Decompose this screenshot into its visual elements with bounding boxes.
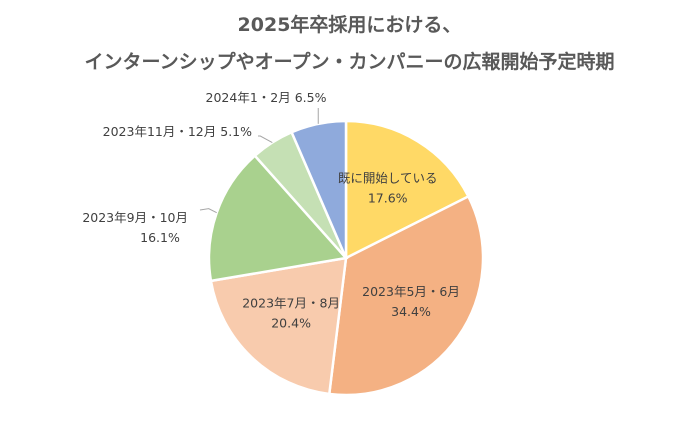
- slice-value-1: 34.4%: [391, 304, 431, 319]
- chart-title-line-2: インターンシップやオープン・カンパニーの広報開始予定時期: [84, 51, 615, 73]
- slice-value-2: 20.4%: [271, 316, 311, 331]
- slice-label-3: 2023年9月・10月: [82, 210, 188, 225]
- pie-slice-5: [289, 119, 348, 259]
- slice-value-0: 17.6%: [368, 190, 408, 205]
- leader-line-3: [199, 208, 217, 214]
- pie-slice-1: [327, 194, 485, 397]
- slice-label-5: 2024年1・2月 6.5%: [206, 90, 327, 105]
- pie-slice-0: [344, 119, 471, 261]
- slice-label-1: 2023年5月・6月: [362, 284, 460, 299]
- leader-line-4: [258, 135, 273, 143]
- pie-slice-2: [209, 256, 348, 396]
- slice-label-0: 既に開始している: [338, 170, 438, 185]
- slice-label-4: 2023年11月・12月 5.1%: [103, 124, 252, 139]
- pie-slice-3: [207, 153, 349, 283]
- slice-value-3: 16.1%: [140, 230, 180, 245]
- slice-label-2: 2023年7月・8月: [242, 296, 340, 311]
- chart-title-line-1: 2025年卒採用における、: [237, 14, 462, 36]
